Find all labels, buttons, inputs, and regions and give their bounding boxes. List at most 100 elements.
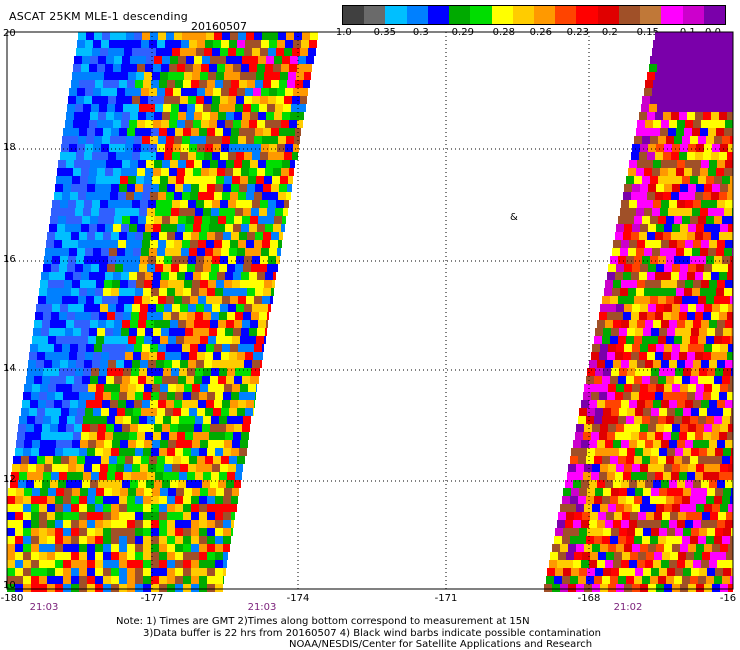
swath-cell — [189, 456, 197, 464]
swath-cell — [637, 200, 645, 208]
swath-cell — [653, 200, 661, 208]
swath-cell — [597, 560, 605, 568]
swath-cell — [192, 176, 200, 184]
swath-cell — [730, 296, 733, 304]
swath-cell — [245, 408, 253, 416]
swath-cell — [658, 216, 666, 224]
swath-cell — [223, 496, 231, 504]
swath-cell — [693, 240, 701, 248]
swath-cell — [725, 120, 733, 128]
swath-cell — [727, 432, 733, 440]
swath-cell — [639, 112, 647, 120]
swath-cell — [103, 80, 111, 88]
swath-cell — [32, 384, 40, 392]
swath-cell — [87, 288, 95, 296]
swath-cell — [147, 264, 155, 272]
swath-cell — [183, 568, 191, 576]
swath-cell — [169, 272, 177, 280]
swath-cell — [155, 264, 163, 272]
swath-cell — [635, 408, 643, 416]
swath-cell — [217, 328, 225, 336]
swath-cell — [138, 112, 146, 120]
swath-cell — [141, 352, 149, 360]
color-scale-swatch — [576, 6, 598, 24]
swath-cell — [87, 576, 95, 584]
swath-cell — [708, 208, 716, 216]
swath-cell — [122, 56, 130, 64]
swath-cell — [242, 56, 250, 64]
swath-cell — [619, 568, 627, 576]
swath-cell — [634, 176, 642, 184]
swath-cell — [81, 64, 89, 72]
swath-cell — [610, 576, 618, 584]
swath-cell — [239, 184, 247, 192]
swath-cell — [121, 224, 129, 232]
swath-cell — [99, 264, 107, 272]
swath-cell — [252, 304, 260, 312]
swath-cell — [210, 112, 218, 120]
swath-cell — [714, 296, 722, 304]
swath-cell — [259, 368, 260, 376]
swath-cell — [687, 232, 695, 240]
swath-cell — [260, 256, 268, 264]
swath-cell — [137, 120, 145, 128]
swath-cell — [268, 200, 276, 208]
swath-cell — [693, 200, 701, 208]
swath-cell — [722, 336, 730, 344]
swath-cell — [695, 232, 703, 240]
swath-cell — [39, 448, 47, 456]
swath-cell — [35, 472, 43, 480]
swath-cell — [180, 48, 188, 56]
swath-cell — [108, 96, 116, 104]
swath-cell — [190, 240, 198, 248]
swath-cell — [273, 120, 281, 128]
swath-cell — [97, 168, 105, 176]
swath-cell — [183, 448, 191, 456]
swath-cell — [703, 472, 711, 480]
swath-cell — [143, 584, 151, 592]
swath-cell — [630, 512, 638, 520]
swath-cell — [135, 560, 143, 568]
swath-cell — [91, 208, 99, 216]
swath-cell — [175, 288, 183, 296]
swath-cell — [280, 72, 288, 80]
swath-cell — [724, 48, 732, 56]
swath-cell — [269, 40, 277, 48]
swath-cell — [7, 576, 15, 584]
swath-cell — [658, 536, 666, 544]
swath-cell — [698, 376, 706, 384]
swath-cell — [653, 560, 661, 568]
swath-cell — [23, 496, 31, 504]
swath-cell — [602, 536, 610, 544]
swath-cell — [67, 104, 75, 112]
swath-cell — [285, 40, 293, 48]
swath-cell — [682, 296, 690, 304]
swath-cell — [145, 328, 153, 336]
swath-cell — [228, 200, 236, 208]
swath-cell — [628, 168, 636, 176]
swath-cell — [168, 488, 176, 496]
swath-cell — [155, 104, 163, 112]
swath-cell — [592, 544, 600, 552]
swath-cell — [216, 280, 224, 288]
swath-cell — [129, 64, 137, 72]
swath-cell — [177, 272, 185, 280]
swath-cell — [199, 584, 207, 592]
swath-cell — [631, 472, 639, 480]
swath-cell — [701, 240, 709, 248]
swath-cell — [173, 88, 181, 96]
swath-cell — [263, 288, 271, 296]
swath-cell — [688, 544, 696, 552]
swath-cell — [661, 320, 669, 328]
swath-cell — [116, 304, 124, 312]
swath-cell — [170, 480, 178, 488]
swath-cell — [33, 328, 41, 336]
swath-cell — [600, 504, 608, 512]
swath-cell — [637, 520, 645, 528]
swath-cell — [703, 432, 711, 440]
swath-cell — [679, 32, 687, 40]
swath-cell — [701, 80, 709, 88]
swath-cell — [220, 200, 228, 208]
map-symbol: & — [510, 212, 518, 223]
swath-cell — [40, 440, 48, 448]
